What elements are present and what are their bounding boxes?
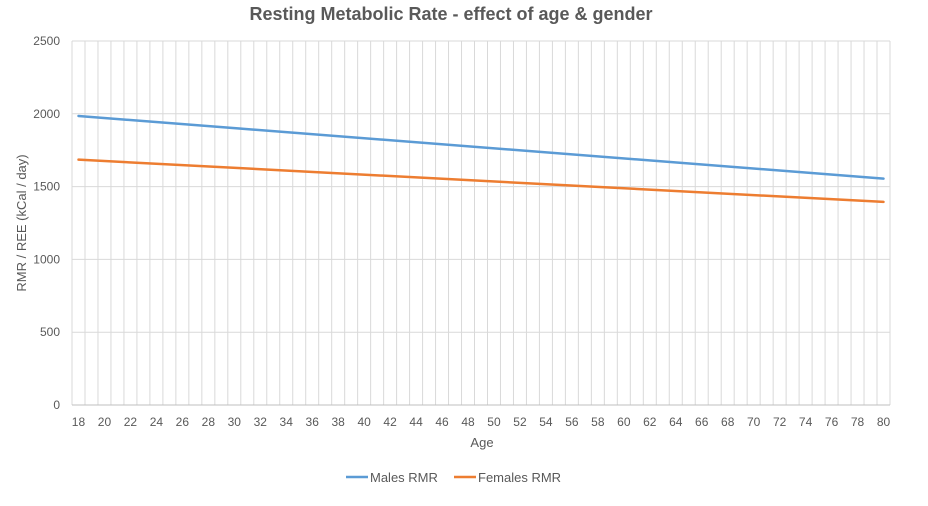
y-tick-label: 0 bbox=[53, 398, 60, 412]
x-tick-label: 62 bbox=[643, 415, 657, 429]
x-tick-label: 22 bbox=[124, 415, 138, 429]
x-tick-label: 58 bbox=[591, 415, 605, 429]
x-axis-label: Age bbox=[470, 435, 493, 450]
x-tick-label: 26 bbox=[176, 415, 190, 429]
x-tick-label: 50 bbox=[487, 415, 501, 429]
x-tick-label: 54 bbox=[539, 415, 553, 429]
grid bbox=[71, 40, 891, 406]
x-tick-label: 56 bbox=[565, 415, 579, 429]
x-tick-label: 74 bbox=[799, 415, 813, 429]
y-tick-label: 1500 bbox=[33, 180, 60, 194]
x-tick-label: 52 bbox=[513, 415, 527, 429]
x-tick-label: 28 bbox=[202, 415, 216, 429]
x-tick-label: 48 bbox=[461, 415, 475, 429]
x-tick-label: 64 bbox=[669, 415, 683, 429]
chart-title: Resting Metabolic Rate - effect of age &… bbox=[249, 4, 652, 24]
series-lines bbox=[77, 114, 885, 204]
x-tick-label: 44 bbox=[409, 415, 423, 429]
y-tick-label: 2000 bbox=[33, 107, 60, 121]
x-tick-label: 20 bbox=[98, 415, 112, 429]
x-tick-label: 38 bbox=[331, 415, 345, 429]
x-tick-label: 32 bbox=[254, 415, 268, 429]
y-tick-label: 1000 bbox=[33, 252, 60, 266]
y-axis-ticks: 0 500 1000 1500 2000 2500 bbox=[33, 34, 60, 412]
x-tick-label: 78 bbox=[851, 415, 865, 429]
legend-label: Females RMR bbox=[478, 470, 561, 485]
x-tick-label: 42 bbox=[383, 415, 397, 429]
x-tick-label: 46 bbox=[435, 415, 449, 429]
x-tick-label: 60 bbox=[617, 415, 631, 429]
x-tick-label: 66 bbox=[695, 415, 709, 429]
y-axis-label: RMR / REE (kCal / day) bbox=[14, 154, 29, 291]
x-tick-label: 36 bbox=[306, 415, 320, 429]
x-tick-label: 68 bbox=[721, 415, 735, 429]
x-tick-label: 70 bbox=[747, 415, 761, 429]
legend: Males RMR Females RMR bbox=[346, 470, 561, 485]
legend-label: Males RMR bbox=[370, 470, 438, 485]
series-line-males-rmr bbox=[77, 114, 885, 180]
x-tick-label: 18 bbox=[72, 415, 86, 429]
x-tick-label: 72 bbox=[773, 415, 787, 429]
x-tick-label: 76 bbox=[825, 415, 839, 429]
x-tick-label: 30 bbox=[228, 415, 242, 429]
y-tick-label: 500 bbox=[40, 325, 60, 339]
y-tick-label: 2500 bbox=[33, 34, 60, 48]
x-tick-label: 34 bbox=[280, 415, 294, 429]
x-tick-label: 40 bbox=[357, 415, 371, 429]
x-axis-ticks: 18 20 22 24 26 28 30 32 34 36 38 40 42 44 46 48 50 52 54 56… bbox=[72, 415, 891, 429]
x-tick-label: 80 bbox=[877, 415, 891, 429]
x-tick-label: 24 bbox=[150, 415, 164, 429]
series-line-females-rmr bbox=[77, 158, 885, 204]
